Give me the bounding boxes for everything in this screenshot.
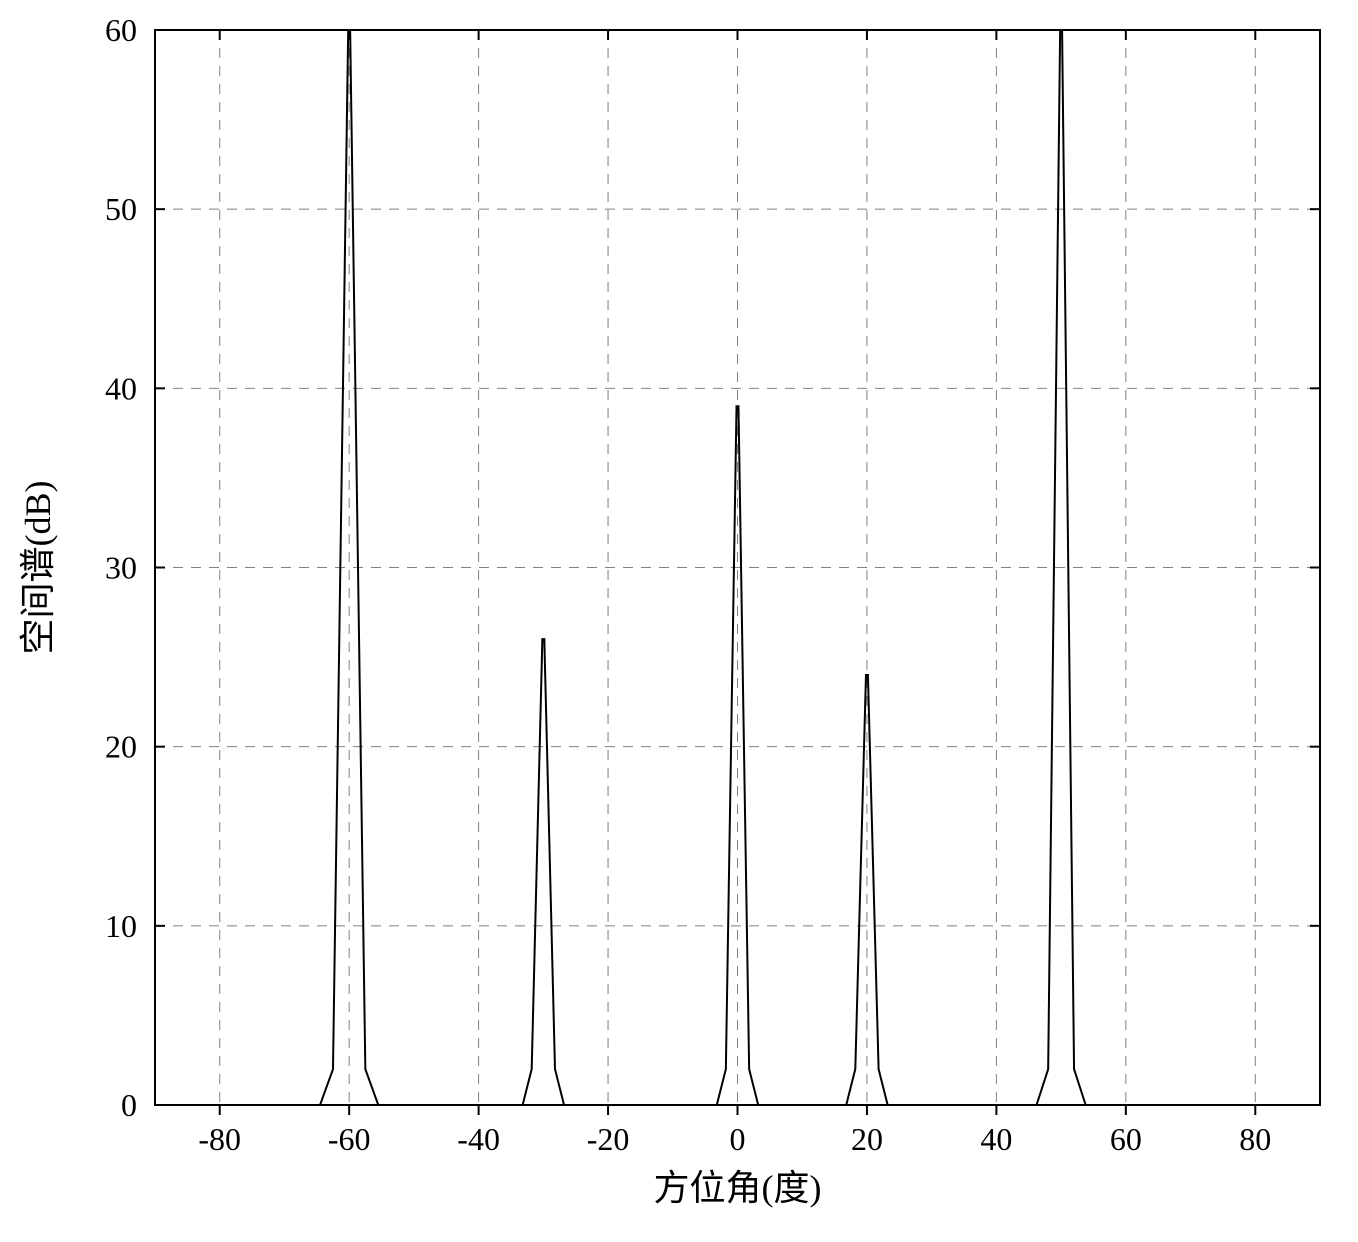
spectrum-chart: -80 -60 -40 -20 0 20 40 60 80 0 10 20 30 40 50 60 方位角(度)… [0, 0, 1358, 1242]
x-tick-label: 20 [851, 1121, 883, 1157]
x-tick-label: 80 [1239, 1121, 1271, 1157]
x-tick-label: 60 [1110, 1121, 1142, 1157]
x-tick-label: -80 [198, 1121, 241, 1157]
chart-container: -80 -60 -40 -20 0 20 40 60 80 0 10 20 30 40 50 60 方位角(度)… [0, 0, 1358, 1242]
x-tick-label: 40 [980, 1121, 1012, 1157]
x-axis-label: 方位角(度) [654, 1168, 822, 1208]
y-tick-label: 60 [105, 12, 137, 48]
y-tick-label: 40 [105, 370, 137, 406]
x-tick-label: 0 [730, 1121, 746, 1157]
x-tick-label: -20 [587, 1121, 630, 1157]
x-tick-label: -60 [328, 1121, 371, 1157]
y-tick-label: 20 [105, 729, 137, 765]
y-tick-label: 0 [121, 1087, 137, 1123]
y-tick-label: 50 [105, 191, 137, 227]
y-axis-label: 空间谱(dB) [18, 481, 58, 655]
y-tick-label: 30 [105, 550, 137, 586]
y-tick-label: 10 [105, 908, 137, 944]
x-tick-label: -40 [457, 1121, 500, 1157]
